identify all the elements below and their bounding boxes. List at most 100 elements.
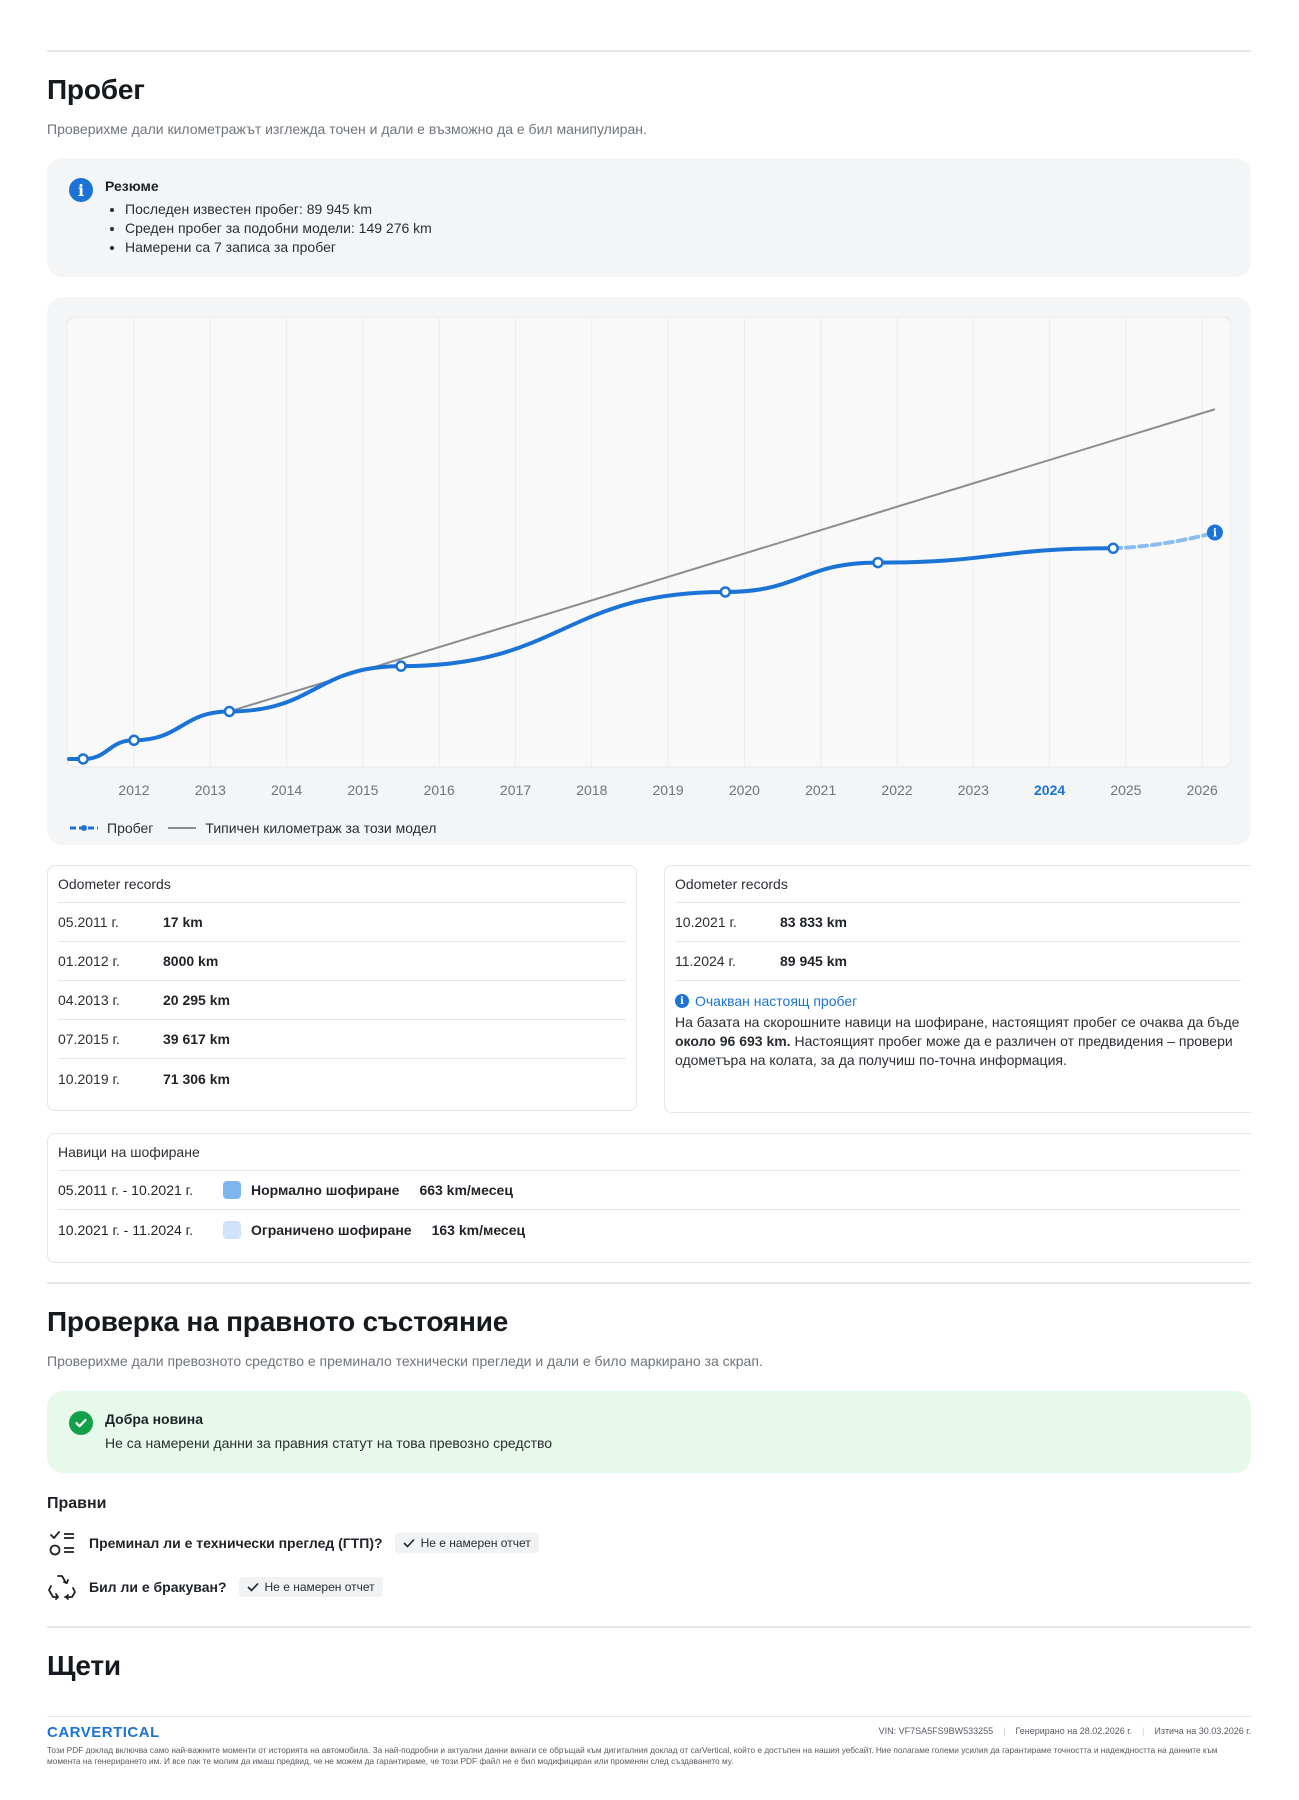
status-badge: Не е намерен отчет [238,1577,383,1597]
summary-item: Среден пробег за подобни модели: 149 276… [125,219,432,238]
legal-section-label: Правни [47,1495,107,1512]
expected-text-part: На базата на скорошните навици на шофира… [675,1014,1240,1030]
x-tick-label: 2023 [958,782,989,798]
x-tick-label: 2015 [347,782,378,798]
habit-period: 05.2011 г. - 10.2021 г. [58,1182,193,1198]
legend-mileage-swatch [70,825,98,831]
summary-list: Последен известен пробег: 89 945 km Сред… [125,200,432,257]
x-tick-label: 2018 [576,782,607,798]
divider [47,50,1251,52]
data-point [719,586,732,598]
driving-habits: Навици на шофиране 05.2011 г. - 10.2021 … [47,1133,1251,1263]
info-icon: i [1213,526,1217,539]
table-row: 10.2021 г. 83 833 km [675,903,1241,942]
summary-item: Последен известен пробег: 89 945 km [125,200,432,219]
table-row: 10.2019 г. 71 306 km [58,1059,626,1098]
checklist-icon [49,1531,74,1556]
habit-label: Ограничено шофиране [251,1221,412,1238]
table-row: 07.2015 г. 39 617 km [58,1020,626,1059]
legal-item-label: Бил ли е бракуван? [89,1579,227,1595]
legal-title: Проверка на правното състояние [47,1306,509,1337]
x-tick-label: 2017 [500,782,531,798]
records-title: Odometer records [675,876,1241,903]
good-news-box: Добра новина Не са намерени данни за пра… [47,1391,1251,1473]
summary-box: i Резюме Последен известен пробег: 89 94… [47,158,1251,277]
x-tick-label: 2012 [118,782,149,798]
x-tick-label: 2025 [1110,782,1141,798]
record-date: 11.2024 г. [675,953,736,969]
odometer-records-right: Odometer records 10.2021 г. 83 833 km 11.… [664,865,1251,1113]
expected-value: около 96 693 km. [675,1033,791,1049]
habit-row: 10.2021 г. - 11.2024 г. Ограничено шофир… [58,1210,1241,1249]
data-point [223,705,236,718]
check-circle-icon [69,1411,93,1435]
good-news-text: Не са намерени данни за правния статут н… [105,1435,553,1451]
divider [47,1282,1251,1284]
expected-mileage-text: На базата на скорошните навици на шофира… [675,1013,1241,1070]
record-date: 10.2021 г. [675,914,737,930]
x-tick-label: 2020 [729,782,760,798]
habit-label: Нормално шофиране [251,1182,400,1198]
footer-disclaimer: Този PDF доклад включва само най-важните… [47,1745,1218,1766]
table-row: 11.2024 г. 89 945 km [675,942,1241,981]
footer-generated: Генерирано на 28.02.2026 г. [1015,1726,1132,1736]
habit-swatch [223,1220,241,1239]
record-value: 17 km [163,914,203,930]
odometer-records-left: Odometer records 05.2011 г. 17 km 01.2012… [47,865,637,1111]
x-tick-label: 2019 [653,782,684,798]
footer-meta: VIN: VF7SA5FS9BW533255 | Генерирано на 2… [878,1726,1251,1736]
projected-point [1206,524,1223,541]
mileage-subtitle: Проверихме дали километражът изглежда то… [47,121,647,137]
data-point [395,660,407,672]
x-tick-label: 2024 [1034,782,1065,798]
legend-typical-label: Типичен километраж за този модел [205,820,437,836]
records-title: Odometer records [58,876,626,903]
damage-title: Щети [47,1650,121,1681]
typical-mileage-line [229,408,1216,713]
record-value: 89 945 km [780,953,847,969]
info-icon: i [69,178,93,202]
check-icon [403,1538,415,1548]
habit-value: 663 km/месец [419,1182,513,1198]
table-row: 04.2013 г. 20 295 km [58,981,626,1020]
record-value: 8000 km [163,953,219,969]
record-value: 83 833 km [780,914,847,930]
habit-period: 10.2021 г. - 11.2024 г. [58,1221,193,1238]
x-tick-label: 2013 [195,782,226,798]
expected-mileage-title: i Очакван настоящ пробег [675,993,1241,1009]
chart-legend: Пробег Типичен километраж за този модел [67,820,1231,836]
record-date: 05.2011 г. [58,914,119,930]
carvertical-logo: CARVERTICAL [47,1724,160,1741]
record-value: 20 295 km [163,992,230,1008]
mileage-title: Пробег [47,74,145,105]
legend-mileage: Пробег [69,820,153,836]
record-date: 07.2015 г. [58,1031,120,1047]
record-date: 10.2019 г. [58,1070,120,1087]
habit-value: 163 km/месец [431,1221,526,1238]
x-tick-label: 2026 [1187,782,1218,798]
record-date: 04.2013 г. [58,992,120,1008]
recycle-icon [48,1575,76,1600]
summary-title: Резюме [105,178,159,194]
x-tick-label: 2016 [424,782,455,798]
habits-title: Навици на шофиране [58,1144,1241,1171]
legal-item-inspection: Преминал ли е технически преглед (ГТП)? … [47,1528,539,1558]
record-value: 39 617 km [163,1031,230,1047]
status-text: Не е намерен отчет [420,1536,531,1550]
divider [47,1626,1251,1628]
data-point [77,753,89,765]
data-point [872,556,884,569]
legal-item-scrapped: Бил ли е бракуван? Не е намерен отчет [47,1572,383,1602]
status-badge: Не е намерен отчет [394,1533,539,1553]
legal-subtitle: Проверихме дали превозното средство е пр… [47,1353,763,1369]
habit-row: 05.2011 г. - 10.2021 г. Нормално шофиран… [58,1171,1241,1210]
check-icon [246,1582,259,1592]
good-news-title: Добра новина [105,1411,204,1427]
expected-text-part: Настоящият пробег може да е различен от … [675,1033,1233,1068]
mileage-chart: 2012 2013 2014 2015 2016 2017 2018 2019 2020 2021… [47,297,1251,845]
legend-mileage-label: Пробег [107,820,154,836]
record-value: 71 306 km [163,1070,230,1087]
habit-swatch [223,1181,241,1199]
info-icon: i [675,994,689,1008]
data-point [128,734,140,747]
